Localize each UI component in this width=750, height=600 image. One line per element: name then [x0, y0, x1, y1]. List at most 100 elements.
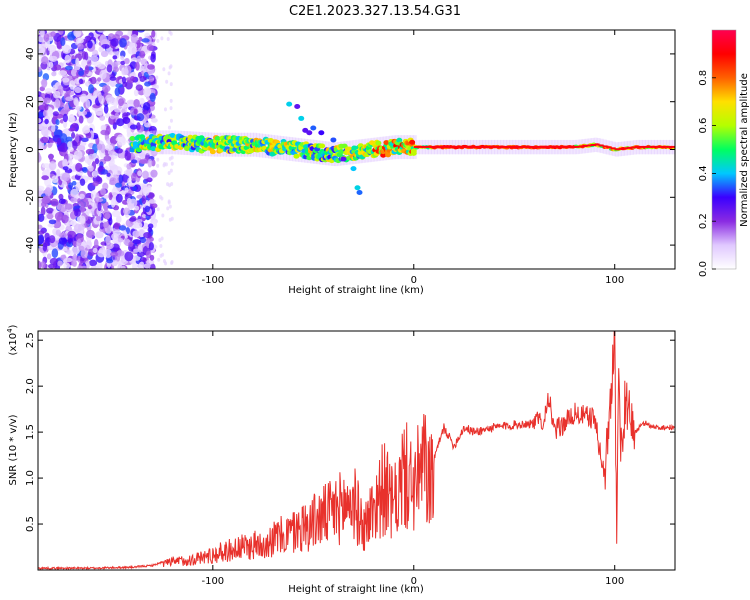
spectrogram-cell	[118, 174, 124, 184]
spectrogram-cell	[73, 97, 79, 106]
spectrogram-cell	[126, 167, 133, 177]
spectrogram-x-tick-label: -100	[201, 275, 224, 286]
spectrogram-cell	[143, 231, 152, 239]
spectrogram-cell	[60, 142, 68, 153]
spectrogram-cell	[610, 147, 616, 150]
spectrogram-cell	[114, 87, 121, 97]
spectrogram-cell	[449, 145, 455, 148]
spectrogram-cell	[142, 101, 151, 111]
spectrogram-cell	[38, 118, 42, 124]
spectrogram-cell	[141, 195, 147, 205]
spectrogram-cell	[149, 263, 156, 269]
spectrogram-cell	[47, 263, 56, 269]
spectrogram-cell	[133, 108, 138, 115]
colorbar-tick-label: 0.6	[698, 118, 709, 134]
spectrogram-cell	[482, 145, 488, 148]
spectrogram-cell	[47, 223, 55, 228]
spectrogram-cell	[70, 220, 75, 226]
spectrogram-cell	[78, 223, 85, 231]
spectrogram-cell	[67, 141, 73, 149]
spectrogram-cell	[105, 235, 111, 245]
spectrogram-cell	[622, 147, 628, 150]
spectrogram-y-tick-label: 0	[25, 146, 36, 152]
spectrogram-cell	[155, 84, 159, 89]
spectrogram-cell	[40, 206, 46, 216]
spectrogram-cell	[86, 229, 95, 238]
spectrogram-cell	[53, 64, 62, 71]
spectrogram-cell	[490, 145, 496, 148]
spectrogram-cell	[92, 247, 98, 254]
spectrogram-cell	[103, 155, 112, 162]
spectrogram-cell	[139, 237, 147, 244]
spectrogram-cell	[148, 75, 154, 82]
spectrogram-cell	[60, 37, 66, 46]
spectrogram-cell	[670, 145, 675, 148]
spectrogram-cell	[356, 190, 363, 196]
spectrogram-cell	[58, 193, 64, 201]
spectrogram-cell	[95, 231, 104, 239]
spectrogram-cell	[96, 77, 102, 82]
snr-x-tick-label: 0	[411, 576, 417, 587]
snr-frame	[37, 330, 676, 571]
spectrogram-cell	[44, 103, 49, 111]
spectrogram-cell	[383, 140, 390, 146]
spectrogram-cell	[156, 163, 160, 168]
spectrogram-cell	[147, 158, 153, 168]
spectrogram-cell	[50, 198, 59, 207]
spectrogram-cell	[41, 127, 49, 137]
spectrogram-cell	[56, 169, 61, 177]
spectrogram-cell	[48, 161, 57, 171]
spectrogram-cell	[90, 189, 97, 200]
spectrogram-cell	[41, 43, 46, 54]
spectrogram-cell	[106, 258, 114, 264]
spectrogram-cell	[594, 143, 600, 146]
spectrogram-cell	[160, 36, 164, 41]
spectrogram-cell	[132, 141, 139, 147]
spectrogram-cell	[602, 145, 608, 148]
spectrogram-cell	[123, 207, 131, 215]
spectrogram-cell	[43, 97, 51, 104]
spectrogram-cell	[124, 57, 130, 65]
spectrogram-cell	[441, 145, 447, 148]
spectrogram-cell	[574, 145, 580, 148]
spectrogram-cell	[97, 93, 103, 102]
spectrogram-cell	[40, 136, 49, 144]
spectrogram-cell	[116, 250, 125, 257]
spectrogram-x-tick-label: 100	[605, 275, 624, 286]
spectrogram-cell	[55, 119, 60, 126]
spectrogram-cell	[151, 30, 156, 38]
spectrogram-cell	[70, 197, 78, 203]
spectrogram-cell	[106, 172, 111, 177]
spectrogram-cell	[112, 66, 119, 73]
spectrogram-cell	[143, 122, 152, 128]
spectrogram-cell	[658, 145, 664, 148]
spectrogram-cell	[98, 46, 104, 53]
spectrogram-cell	[130, 34, 139, 44]
spectrogram-cell	[63, 262, 71, 269]
spectrogram-cell	[155, 75, 159, 80]
spectrogram-cell	[48, 235, 56, 244]
spectrogram-cell	[132, 262, 138, 269]
spectrogram-cell	[666, 145, 672, 148]
spectrogram-cell	[58, 198, 66, 205]
spectrogram-cell	[115, 193, 123, 203]
spectrogram-cell	[130, 75, 136, 81]
spectrogram-cell	[662, 145, 668, 148]
spectrogram-cell	[118, 98, 125, 107]
spectrogram-cell	[85, 239, 92, 250]
spectrogram-cell	[98, 165, 104, 172]
spectrogram-cell	[120, 60, 126, 65]
snr-plot-area	[38, 331, 675, 570]
spectrogram-cell	[72, 240, 78, 247]
spectrogram-cell	[115, 83, 124, 88]
spectrogram-cell	[534, 145, 540, 148]
spectrogram-cell	[80, 140, 87, 147]
spectrogram-cell	[97, 63, 106, 70]
spectrogram-cell	[160, 150, 164, 155]
snr-y-tick-label: 2.0	[25, 378, 36, 394]
spectrogram-cell	[445, 145, 451, 148]
spectrogram-cell	[57, 260, 63, 267]
spectrogram-cell	[421, 145, 427, 148]
spectrogram-cell	[53, 90, 61, 99]
spectrogram-cell	[44, 187, 52, 197]
